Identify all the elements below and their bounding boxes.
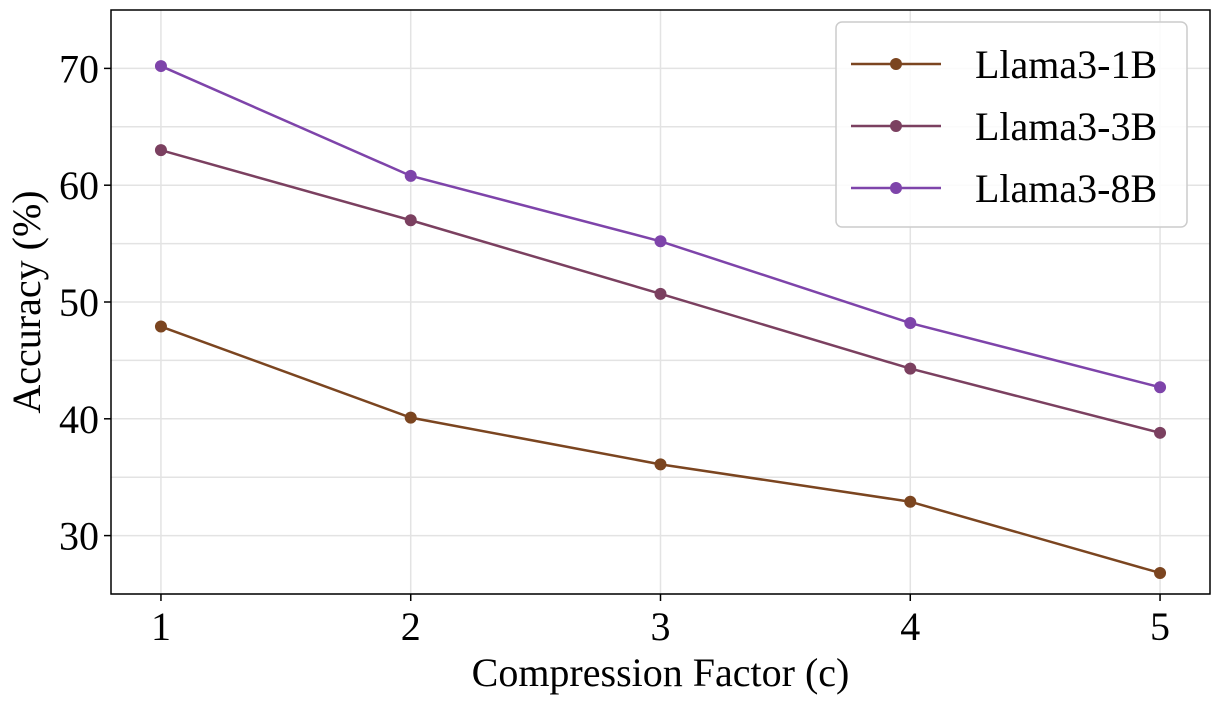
data-point-llama3-8b [1154, 381, 1167, 394]
data-point-llama3-3b [654, 287, 667, 300]
data-point-llama3-1b [654, 458, 667, 471]
data-point-llama3-3b [404, 214, 417, 227]
legend-label: Llama3-1B [975, 42, 1157, 87]
y-axis-label: Accuracy (%) [4, 190, 49, 413]
data-point-llama3-3b [1154, 426, 1167, 439]
x-tick-label: 2 [401, 604, 421, 649]
legend-marker [890, 58, 902, 70]
data-point-llama3-1b [904, 495, 917, 508]
data-point-llama3-1b [1154, 566, 1167, 579]
x-tick-label: 1 [151, 604, 171, 649]
y-tick-label: 60 [59, 163, 99, 208]
y-tick-label: 50 [59, 280, 99, 325]
legend-label: Llama3-3B [975, 104, 1157, 149]
legend-marker [890, 120, 902, 132]
data-point-llama3-8b [154, 60, 167, 73]
data-point-llama3-8b [404, 169, 417, 182]
series-layer [154, 60, 1167, 579]
x-axis-label: Compression Factor (c) [472, 650, 850, 695]
data-point-llama3-1b [154, 320, 167, 333]
legend-marker [890, 182, 902, 194]
data-point-llama3-3b [154, 144, 167, 157]
x-tick-label: 3 [651, 604, 671, 649]
tick-layer: 1 2 3 4 5 30 40 50 60 70 [59, 46, 1170, 649]
legend-label: Llama3-8B [975, 166, 1157, 211]
x-tick-label: 4 [900, 604, 920, 649]
y-tick-label: 40 [59, 397, 99, 442]
y-tick-label: 30 [59, 514, 99, 559]
x-tick-label: 5 [1150, 604, 1170, 649]
y-tick-label: 70 [59, 46, 99, 91]
legend: Llama3-1B Llama3-3B Llama3-8B [835, 21, 1188, 228]
data-point-llama3-3b [904, 362, 917, 375]
legend-box [835, 21, 1188, 228]
data-point-llama3-8b [904, 317, 917, 330]
data-point-llama3-1b [404, 411, 417, 424]
data-point-llama3-8b [654, 235, 667, 248]
